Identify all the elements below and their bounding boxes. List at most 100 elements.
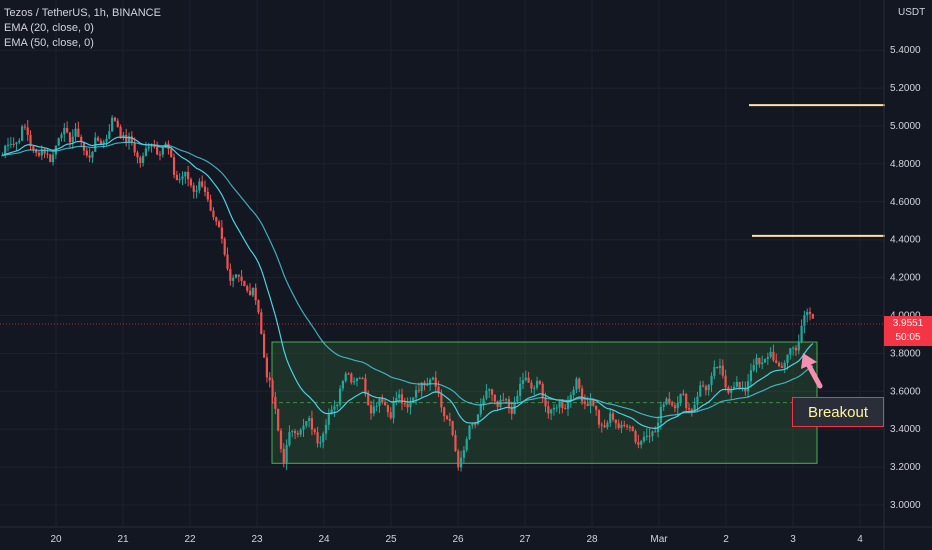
candle-body: [564, 408, 567, 410]
candle-body: [20, 126, 24, 141]
time-tick-label: 26: [452, 534, 464, 545]
candle-body: [246, 286, 249, 291]
candles: [1, 115, 814, 472]
time-tick-label: 3: [790, 534, 796, 545]
ema50-legend[interactable]: EMA (50, close, 0): [4, 37, 94, 49]
candle-body: [187, 171, 190, 180]
bar-countdown: 50:05: [895, 332, 921, 343]
currency-unit[interactable]: USDT: [898, 7, 926, 18]
candle-body: [215, 217, 218, 222]
time-axis[interactable]: 20 21 22 23 24 25 26 27 28 Mar 2 3 4: [0, 526, 932, 545]
candle-body: [777, 362, 781, 367]
candle-body: [668, 398, 671, 404]
last-price-value: 3.9551: [892, 318, 924, 329]
candle-body: [648, 435, 651, 437]
candle-body: [102, 141, 105, 145]
candle-body: [662, 404, 665, 407]
candle-body: [85, 150, 88, 156]
candle-body: [111, 117, 114, 132]
candle-body: [561, 401, 564, 409]
time-tick-label: 27: [519, 534, 531, 545]
candle-body: [400, 394, 404, 404]
candle-body: [108, 131, 111, 139]
candle-body: [243, 280, 246, 287]
candle-body: [99, 140, 102, 145]
candle-body: [1, 155, 4, 157]
candle-body: [687, 408, 691, 410]
candle-body: [474, 423, 477, 425]
time-tick-label: 4: [857, 534, 863, 545]
candle-body: [282, 448, 285, 463]
candle-body: [538, 381, 541, 384]
time-tick-label: 2: [723, 534, 729, 545]
price-tick-label: 5.2000: [890, 83, 921, 94]
candle-body: [519, 383, 522, 396]
candle-body: [544, 398, 547, 407]
candle-body: [597, 409, 601, 425]
candle-body: [32, 146, 35, 150]
price-tick-label: 4.2000: [890, 273, 921, 284]
ema50-line: [2, 141, 814, 419]
price-tick-label: 3.6000: [890, 386, 921, 397]
candle-body: [40, 149, 43, 156]
time-tick-label: Mar: [650, 534, 668, 545]
candle-body: [203, 186, 207, 192]
candle-body: [209, 199, 212, 211]
candle-body: [232, 277, 235, 281]
candle-body: [502, 399, 505, 401]
candle-body: [718, 365, 722, 368]
candle-body: [192, 185, 195, 192]
candle-body: [451, 420, 454, 436]
candle-body: [426, 384, 429, 386]
arrow-shaft: [805, 361, 823, 389]
candle-body: [364, 378, 367, 395]
candle-body: [226, 254, 229, 269]
candle-body: [682, 393, 685, 395]
candle-body: [701, 385, 705, 387]
candle-body: [580, 388, 584, 402]
candle-body: [29, 134, 32, 147]
candle-body: [296, 433, 299, 435]
candle-body: [414, 390, 418, 398]
candle-body: [9, 143, 12, 145]
candle-body: [521, 380, 525, 384]
candle-body: [116, 120, 119, 127]
candle-body: [77, 128, 80, 137]
symbol-title[interactable]: Tezos / TetherUS, 1h, BINANCE: [4, 7, 161, 19]
candle-body: [611, 413, 615, 420]
candle-body: [80, 136, 83, 143]
candle-body: [330, 409, 333, 415]
candle-body: [772, 351, 775, 361]
candle-body: [60, 134, 63, 139]
candle-body: [690, 409, 693, 412]
candle-body: [763, 358, 767, 363]
candle-body: [268, 377, 271, 381]
candle-body: [566, 401, 570, 409]
candle-body: [693, 404, 696, 412]
breakout-label[interactable]: Breakout: [792, 397, 884, 427]
price-axis[interactable]: 3.00003.20003.40003.60003.80004.00004.20…: [883, 0, 921, 550]
arrow-head: [801, 353, 817, 369]
candle-body: [372, 406, 375, 414]
time-tick-label: 23: [251, 534, 263, 545]
candle-body: [96, 137, 100, 141]
candle-body: [592, 399, 595, 406]
candle-body: [642, 436, 646, 442]
candle-body: [133, 142, 136, 153]
time-tick-label: 20: [50, 534, 62, 545]
candle-body: [333, 406, 336, 410]
candle-body: [409, 402, 412, 408]
candle-body: [248, 290, 252, 296]
candle-body: [412, 397, 415, 403]
price-tick-label: 5.4000: [890, 45, 921, 56]
candle-body: [462, 450, 465, 458]
ema20-legend[interactable]: EMA (20, close, 0): [4, 22, 94, 34]
candle-body: [274, 396, 277, 409]
candle-body: [147, 146, 150, 149]
candle-body: [569, 394, 572, 402]
candle-body: [367, 394, 370, 406]
candle-body: [220, 227, 223, 239]
candle-body: [603, 425, 606, 428]
candle-body: [614, 419, 617, 424]
